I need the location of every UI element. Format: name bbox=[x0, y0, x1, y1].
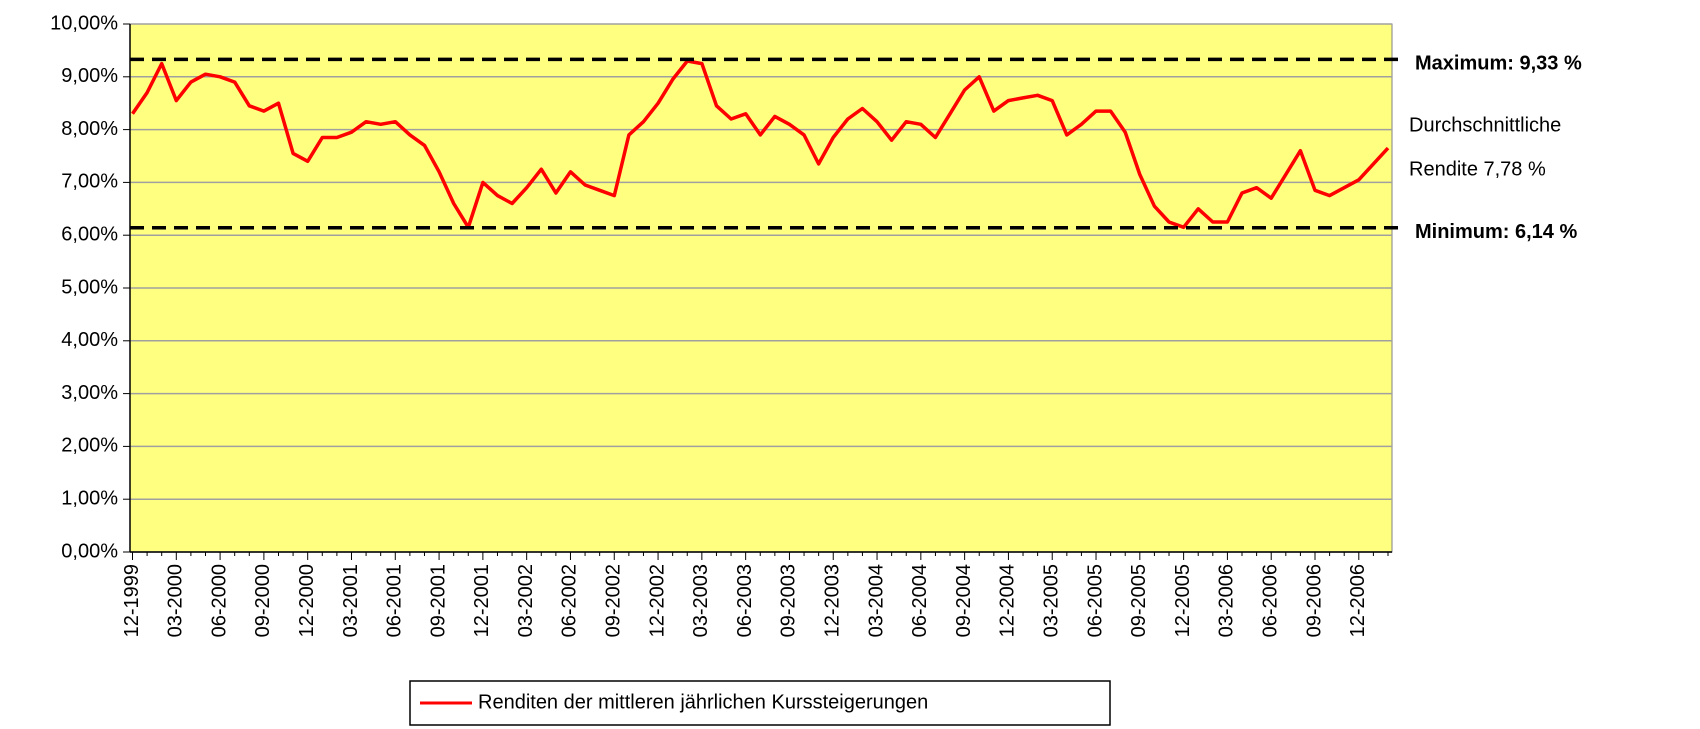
y-tick-label: 7,00% bbox=[61, 171, 118, 193]
x-tick-label: 03-2004 bbox=[865, 564, 887, 637]
x-tick-label: 03-2006 bbox=[1216, 564, 1238, 637]
y-tick-label: 3,00% bbox=[61, 382, 118, 404]
x-tick-label: 06-2001 bbox=[384, 564, 406, 637]
x-tick-label: 03-2003 bbox=[690, 564, 712, 637]
y-tick-label: 2,00% bbox=[61, 435, 118, 457]
x-tick-label: 12-2004 bbox=[997, 564, 1019, 637]
x-tick-label: 03-2005 bbox=[1041, 564, 1063, 637]
x-tick-label: 09-2001 bbox=[427, 564, 449, 637]
x-tick-label: 12-2003 bbox=[822, 564, 844, 637]
y-tick-label: 0,00% bbox=[61, 540, 118, 562]
x-tick-label: 03-2000 bbox=[165, 564, 187, 637]
y-tick-label: 8,00% bbox=[61, 118, 118, 140]
x-tick-label: 12-2006 bbox=[1347, 564, 1369, 637]
y-tick-label: 4,00% bbox=[61, 329, 118, 351]
y-tick-label: 6,00% bbox=[61, 223, 118, 245]
annotation: Durchschnittliche bbox=[1409, 114, 1561, 136]
legend-box bbox=[409, 680, 1111, 726]
x-tick-label: 12-2005 bbox=[1172, 564, 1194, 637]
data-line bbox=[131, 59, 1390, 230]
x-tick-label: 06-2002 bbox=[559, 564, 581, 637]
x-tick-label: 06-2005 bbox=[1084, 564, 1106, 637]
x-tick-label: 06-2004 bbox=[909, 564, 931, 637]
x-tick-label: 09-2004 bbox=[953, 564, 975, 637]
x-tick-label: 09-2005 bbox=[1128, 564, 1150, 637]
y-tick-label: 1,00% bbox=[61, 487, 118, 509]
x-tick-label: 12-2000 bbox=[296, 564, 318, 637]
x-tick-label: 06-2000 bbox=[208, 564, 230, 637]
y-tick-label: 5,00% bbox=[61, 276, 118, 298]
x-tick-label: 03-2002 bbox=[515, 564, 537, 637]
legend-label: Renditen der mittleren jährlichen Kursst… bbox=[478, 691, 928, 713]
x-tick-label: 12-2001 bbox=[471, 564, 493, 637]
x-tick-label: 09-2000 bbox=[252, 564, 274, 637]
x-tick-label: 06-2003 bbox=[734, 564, 756, 637]
x-tick-label: 09-2006 bbox=[1303, 564, 1325, 637]
annotation: Rendite 7,78 % bbox=[1409, 158, 1546, 180]
x-tick-label: 06-2006 bbox=[1259, 564, 1281, 637]
x-tick-label: 09-2002 bbox=[603, 564, 625, 637]
reference-label: Minimum: 6,14 % bbox=[1415, 221, 1577, 243]
y-tick-label: 10,00% bbox=[50, 12, 118, 34]
x-tick-label: 03-2001 bbox=[340, 564, 362, 637]
x-tick-label: 09-2003 bbox=[778, 564, 800, 637]
x-tick-label: 12-1999 bbox=[121, 564, 143, 637]
reference-label: Maximum: 9,33 % bbox=[1415, 53, 1582, 75]
y-tick-label: 9,00% bbox=[61, 65, 118, 87]
x-tick-label: 12-2002 bbox=[646, 564, 668, 637]
